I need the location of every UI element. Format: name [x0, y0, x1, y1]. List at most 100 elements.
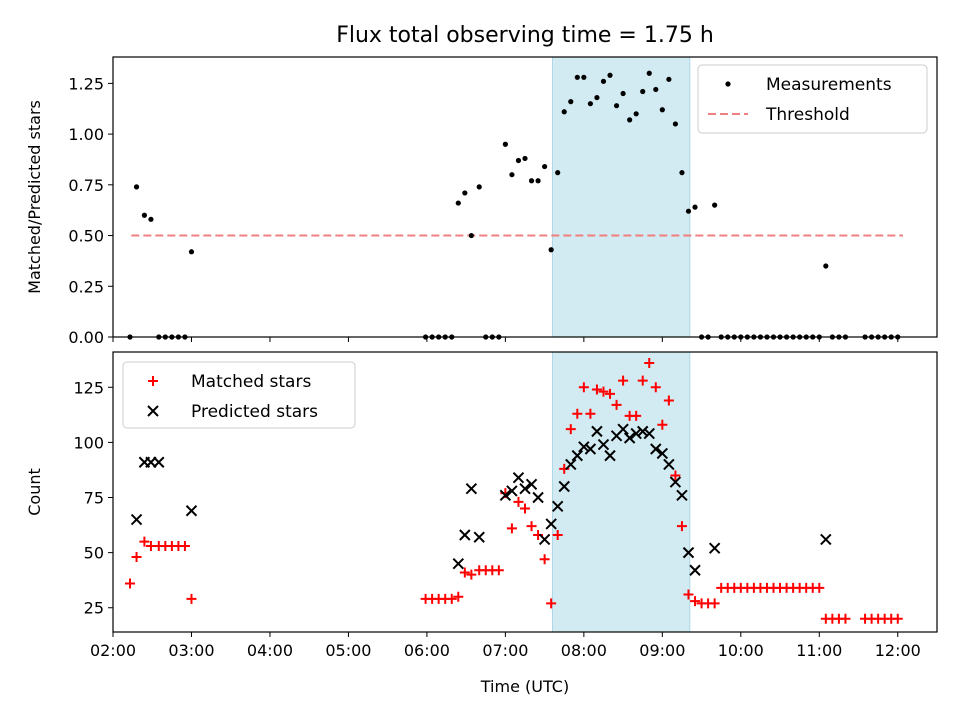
- legend-box: [122, 361, 356, 429]
- x-tick-label: 03:00: [168, 641, 214, 660]
- predicted-point: [617, 423, 629, 435]
- data-point: [692, 204, 698, 210]
- y-tick-label: 100: [73, 433, 104, 452]
- legend-label: Threshold: [765, 105, 850, 125]
- matched-point: [709, 598, 720, 609]
- legend: Matched stars Predicted stars: [122, 361, 356, 429]
- data-point: [581, 74, 587, 80]
- matched-point: [690, 596, 701, 607]
- legend-marker: [147, 405, 159, 417]
- data-point: [535, 178, 541, 184]
- matched-point: [657, 419, 668, 430]
- data-point: [620, 90, 626, 97]
- y-tick-label: 0.50: [68, 227, 104, 246]
- data-point: [640, 88, 646, 95]
- shaded-interval: [551, 351, 691, 633]
- predicted-point: [591, 425, 603, 438]
- predicted-point: [637, 425, 649, 438]
- ratio-panel: 0.00 0.25 0.50 0.75 1.00 1.25 Matched/Predicte…: [25, 56, 938, 347]
- data-point: [653, 86, 659, 93]
- matched-point: [611, 399, 622, 410]
- matched-point: [637, 375, 648, 386]
- x-tick-label: 11:00: [796, 641, 842, 660]
- matched-point: [125, 578, 136, 589]
- data-point: [509, 172, 515, 178]
- matched-point: [598, 386, 609, 397]
- matched-point: [663, 395, 674, 406]
- matched-point: [552, 529, 563, 540]
- predicted-point: [525, 478, 538, 490]
- legend-box: [697, 64, 928, 134]
- data-point: [542, 163, 548, 170]
- data-point: [679, 170, 685, 176]
- x-axis-label: Time (UTC): [480, 677, 569, 696]
- data-point: [548, 247, 554, 253]
- x-tick-label: 04:00: [247, 641, 293, 660]
- predicted-point: [578, 441, 590, 453]
- legend-label: Measurements: [766, 75, 892, 95]
- data-point: [133, 184, 140, 190]
- predicted-point: [185, 505, 198, 517]
- matched-point: [546, 598, 557, 609]
- series-1: [130, 423, 832, 576]
- data-point: [561, 109, 567, 115]
- data-point: [712, 202, 718, 208]
- predicted-point: [551, 500, 564, 513]
- predicted-point: [565, 458, 577, 471]
- matched-point: [676, 521, 687, 532]
- predicted-point: [130, 513, 143, 526]
- data-point: [627, 117, 633, 123]
- matched-point: [650, 382, 661, 393]
- predicted-point: [506, 485, 518, 497]
- predicted-point: [604, 449, 616, 462]
- predicted-point: [473, 531, 485, 543]
- predicted-point: [459, 529, 471, 541]
- axes-frame: [112, 351, 938, 633]
- y-axis-label: Matched/Predicted stars: [25, 100, 44, 294]
- legend-marker: [148, 376, 158, 386]
- data-point: [594, 94, 600, 101]
- predicted-point: [630, 427, 642, 440]
- predicted-point: [643, 427, 655, 440]
- data-point: [522, 155, 528, 162]
- x-tick-label: 05:00: [325, 641, 371, 660]
- matched-point: [670, 470, 681, 481]
- predicted-point: [663, 458, 675, 471]
- predicted-point: [820, 533, 832, 546]
- matched-point: [520, 503, 530, 514]
- data-point: [568, 99, 574, 105]
- matched-point: [493, 565, 504, 576]
- legend-label: Matched stars: [191, 372, 311, 392]
- matched-point: [446, 593, 457, 604]
- y-axis-label: Count: [25, 468, 44, 516]
- data-point: [141, 212, 147, 218]
- y-tick-label: 0.75: [68, 176, 104, 195]
- data-point: [188, 249, 195, 255]
- y-tick-label: 0.00: [68, 328, 104, 347]
- matched-point: [892, 613, 903, 624]
- legend-marker: [725, 81, 731, 87]
- matched-point: [513, 496, 524, 507]
- matched-point: [131, 552, 142, 563]
- matched-point: [631, 410, 642, 421]
- y-tick-label: 125: [73, 378, 104, 397]
- matched-point: [179, 541, 190, 552]
- matched-point: [466, 569, 477, 580]
- data-point: [574, 74, 580, 80]
- data-point: [468, 232, 474, 239]
- data-point: [600, 78, 607, 84]
- data-point: [633, 111, 639, 117]
- y-tick-label: 1.00: [68, 125, 104, 144]
- predicted-point: [558, 480, 570, 493]
- predicted-point: [465, 482, 478, 495]
- matched-point: [139, 536, 150, 547]
- y-tick-label: 1.25: [68, 74, 104, 93]
- predicted-point: [532, 491, 544, 504]
- matched-point: [814, 582, 825, 593]
- matched-point: [539, 554, 550, 565]
- predicted-point: [650, 443, 662, 455]
- data-point: [502, 141, 508, 147]
- predicted-point: [676, 489, 688, 502]
- data-point: [476, 184, 482, 190]
